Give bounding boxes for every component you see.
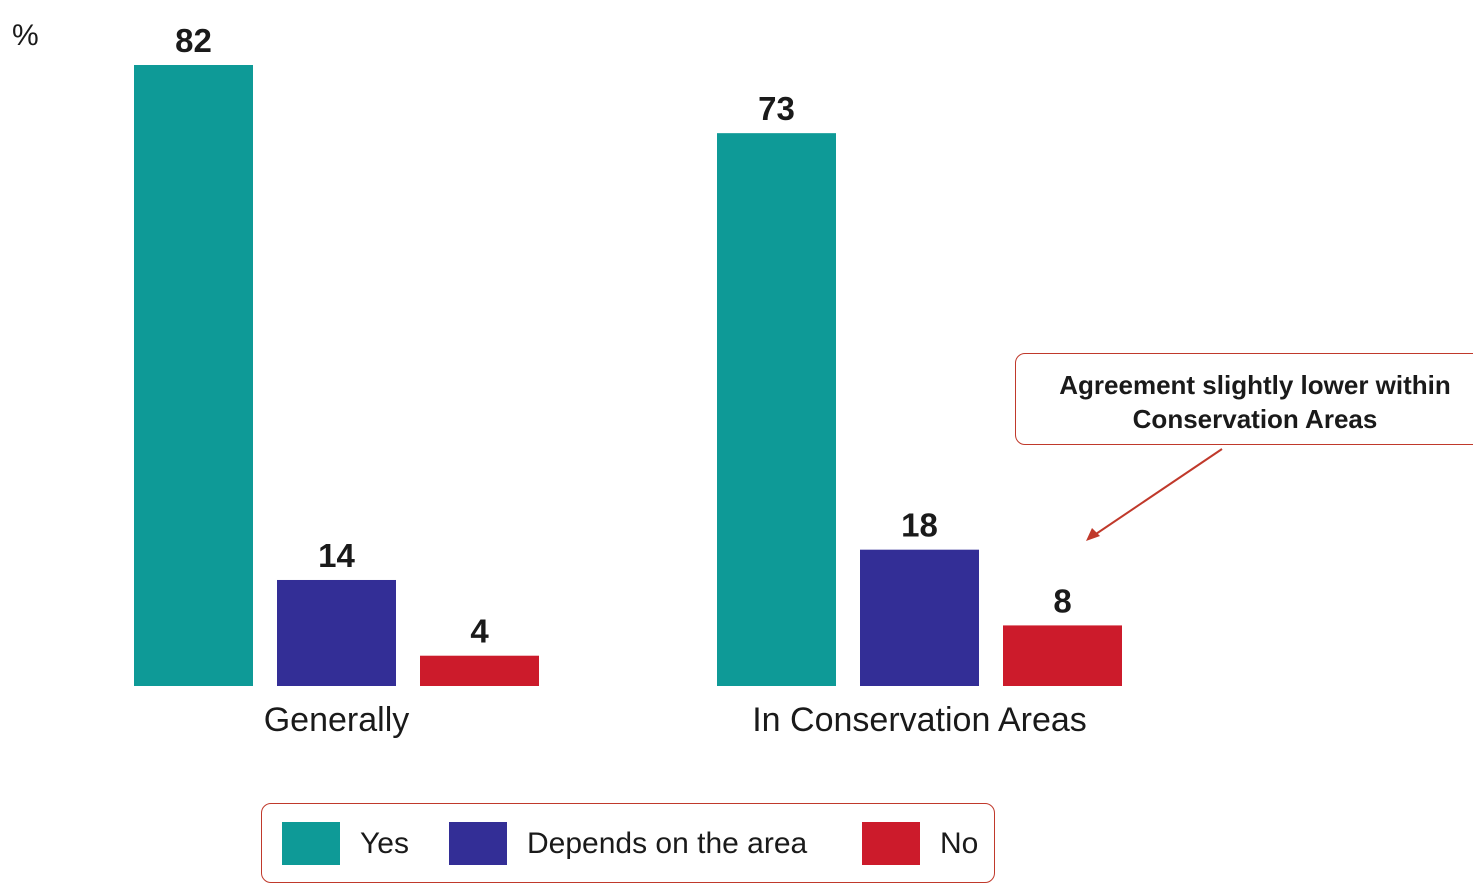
legend-label-yes: Yes — [360, 826, 409, 860]
bar-generally-no — [420, 655, 539, 686]
legend-swatch-no — [862, 822, 920, 865]
category-label-generally: Generally — [264, 701, 410, 739]
bar-in-conservation-areas-no — [1003, 625, 1122, 686]
legend-item-no: No — [862, 822, 978, 865]
legend-label-depends: Depends on the area — [527, 826, 808, 860]
bar-generally-yes — [134, 65, 253, 686]
bar-in-conservation-areas-yes — [717, 133, 836, 686]
annotation-arrow-head — [1086, 528, 1100, 541]
bar-in-conservation-areas-depends-on-the-area — [860, 549, 979, 686]
data-label-generally-depends-on-the-area: 14 — [318, 537, 355, 574]
annotation-arrow-line — [1089, 448, 1223, 539]
data-label-in-conservation-areas-no: 8 — [1053, 582, 1071, 619]
bar-generally-depends-on-the-area — [277, 579, 396, 686]
data-label-in-conservation-areas-yes: 73 — [758, 90, 795, 127]
category-label-in-conservation-areas: In Conservation Areas — [752, 701, 1087, 739]
data-label-generally-no: 4 — [470, 613, 489, 650]
legend-label-no: No — [940, 826, 979, 860]
legend-item-yes: Yes — [282, 822, 409, 865]
unit-label: % — [12, 19, 39, 52]
legend-swatch-depends — [449, 822, 507, 865]
data-label-in-conservation-areas-depends-on-the-area: 18 — [901, 507, 938, 544]
annotation-box — [1015, 353, 1473, 445]
data-label-generally-yes: 82 — [175, 22, 212, 59]
legend-swatch-yes — [282, 822, 340, 865]
annotation-text: Agreement slightly lower within Conserva… — [1059, 370, 1451, 434]
legend-item-depends: Depends on the area — [449, 822, 807, 865]
legend: Yes Depends on the area No — [261, 803, 995, 883]
